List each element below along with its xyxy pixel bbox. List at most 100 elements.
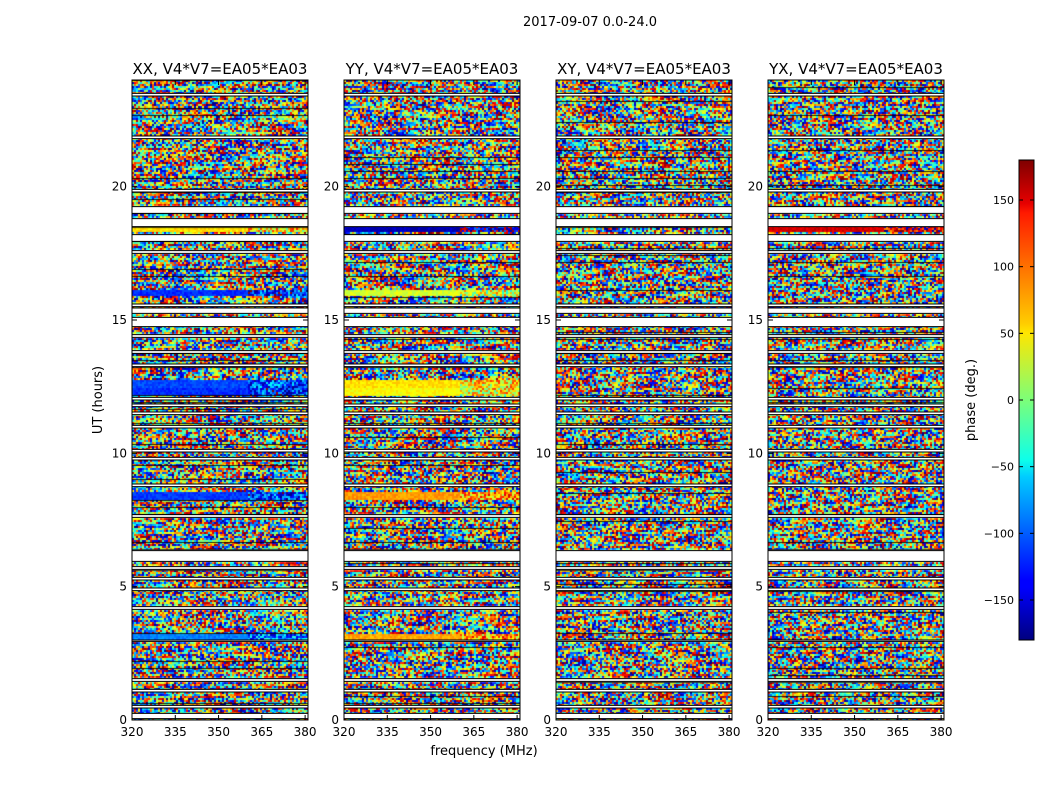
flagged-band <box>768 397 944 400</box>
flagged-band <box>132 588 308 591</box>
y-tick-label: 0 <box>755 713 763 727</box>
flagged-band <box>556 93 732 96</box>
panel-title: XX, V4*V7=EA05*EA03 <box>133 60 308 78</box>
flagged-band <box>132 705 308 708</box>
flagged-band <box>344 364 520 367</box>
flagged-band <box>768 308 944 314</box>
flagged-band <box>344 640 520 642</box>
flagged-band <box>768 606 944 610</box>
x-tick-label: 380 <box>294 725 317 739</box>
flagged-band <box>768 304 944 307</box>
y-tick-label: 0 <box>331 713 339 727</box>
flagged-band <box>132 412 308 415</box>
flagged-band <box>344 678 520 682</box>
flagged-band <box>132 350 308 354</box>
x-tick-label: 320 <box>333 725 356 739</box>
y-tick-label: 10 <box>536 446 551 460</box>
colorbar: 150 100 50 0 −50 −100 −150 phase (deg.) <box>964 159 1035 641</box>
flagged-band <box>344 93 520 96</box>
flagged-band <box>768 350 944 354</box>
x-tick-label: 380 <box>718 725 741 739</box>
flagged-band <box>132 449 308 452</box>
y-tick-label: 5 <box>119 580 127 594</box>
x-tick-label: 380 <box>930 725 953 739</box>
flagged-band <box>556 397 732 400</box>
flagged-band <box>556 484 732 487</box>
flagged-band <box>132 250 308 254</box>
flagged-band <box>132 206 308 214</box>
y-tick-label: 20 <box>536 180 551 194</box>
colorbar-tick-label: −50 <box>991 461 1014 474</box>
colorbar-tick-label: −150 <box>984 594 1014 607</box>
flagged-band <box>556 308 732 314</box>
flagged-band <box>768 364 944 367</box>
flagged-band <box>132 93 308 96</box>
flagged-band <box>132 550 308 562</box>
flagged-band <box>768 189 944 192</box>
flagged-band <box>132 514 308 518</box>
colorbar-tick-label: 150 <box>993 194 1014 207</box>
panel-frame <box>767 79 945 721</box>
flagged-band <box>132 678 308 682</box>
flagged-band <box>556 334 732 338</box>
flagged-band <box>556 689 732 692</box>
flagged-band <box>768 588 944 591</box>
flagged-band <box>768 514 944 518</box>
y-axis-label: UT (hours) <box>91 366 106 434</box>
flagged-band <box>556 577 732 580</box>
flagged-band <box>556 250 732 254</box>
flagged-band <box>556 588 732 591</box>
flagged-band <box>768 136 944 139</box>
y-tick-label: 15 <box>112 313 127 327</box>
flagged-band <box>132 566 308 570</box>
x-tick-label: 365 <box>462 725 485 739</box>
flagged-band <box>556 189 732 192</box>
flagged-band <box>556 705 732 708</box>
flagged-band <box>344 250 520 254</box>
x-tick-label: 335 <box>800 725 823 739</box>
flagged-band <box>344 588 520 591</box>
flagged-band <box>768 678 944 682</box>
flagged-band <box>556 550 732 562</box>
colorbar-tick-label: 50 <box>1000 327 1014 340</box>
panel-2: XY, V4*V7=EA05*EA03 320 335 350 365 380 0 5 10 15… <box>536 60 741 739</box>
flagged-band <box>344 206 520 214</box>
flagged-band <box>768 457 944 460</box>
colorbar-tick-label: 100 <box>993 261 1014 274</box>
x-tick-label: 335 <box>588 725 611 739</box>
flagged-band <box>132 484 308 487</box>
flagged-band <box>132 713 308 719</box>
y-tick-label: 15 <box>748 313 763 327</box>
colorbar-tick-label: 0 <box>1007 394 1014 407</box>
flagged-band <box>768 566 944 570</box>
flagged-band <box>768 713 944 719</box>
flagged-band <box>132 304 308 307</box>
x-tick-label: 350 <box>631 725 654 739</box>
flagged-band <box>768 550 944 562</box>
flagged-band <box>556 566 732 570</box>
flagged-band <box>132 308 308 314</box>
y-tick-label: 20 <box>748 180 763 194</box>
y-tick-label: 10 <box>112 446 127 460</box>
panel-3: YX, V4*V7=EA05*EA03 320 335 350 365 380 0 5 10 15… <box>748 60 953 739</box>
y-tick-label: 15 <box>536 313 551 327</box>
flagged-band <box>768 234 944 242</box>
flagged-band <box>132 404 308 407</box>
x-tick-label: 320 <box>757 725 780 739</box>
flagged-band <box>344 566 520 570</box>
flagged-band <box>344 189 520 192</box>
flagged-band <box>556 412 732 415</box>
x-tick-label: 350 <box>207 725 230 739</box>
flagged-band <box>344 705 520 708</box>
flagged-band <box>556 425 732 428</box>
flagged-band <box>556 640 732 642</box>
x-tick-label: 320 <box>545 725 568 739</box>
flagged-band <box>344 136 520 139</box>
flagged-band <box>344 350 520 354</box>
x-tick-label: 335 <box>164 725 187 739</box>
flagged-band <box>768 425 944 428</box>
flagged-band <box>344 449 520 452</box>
flagged-band <box>344 606 520 610</box>
flagged-band <box>344 514 520 518</box>
